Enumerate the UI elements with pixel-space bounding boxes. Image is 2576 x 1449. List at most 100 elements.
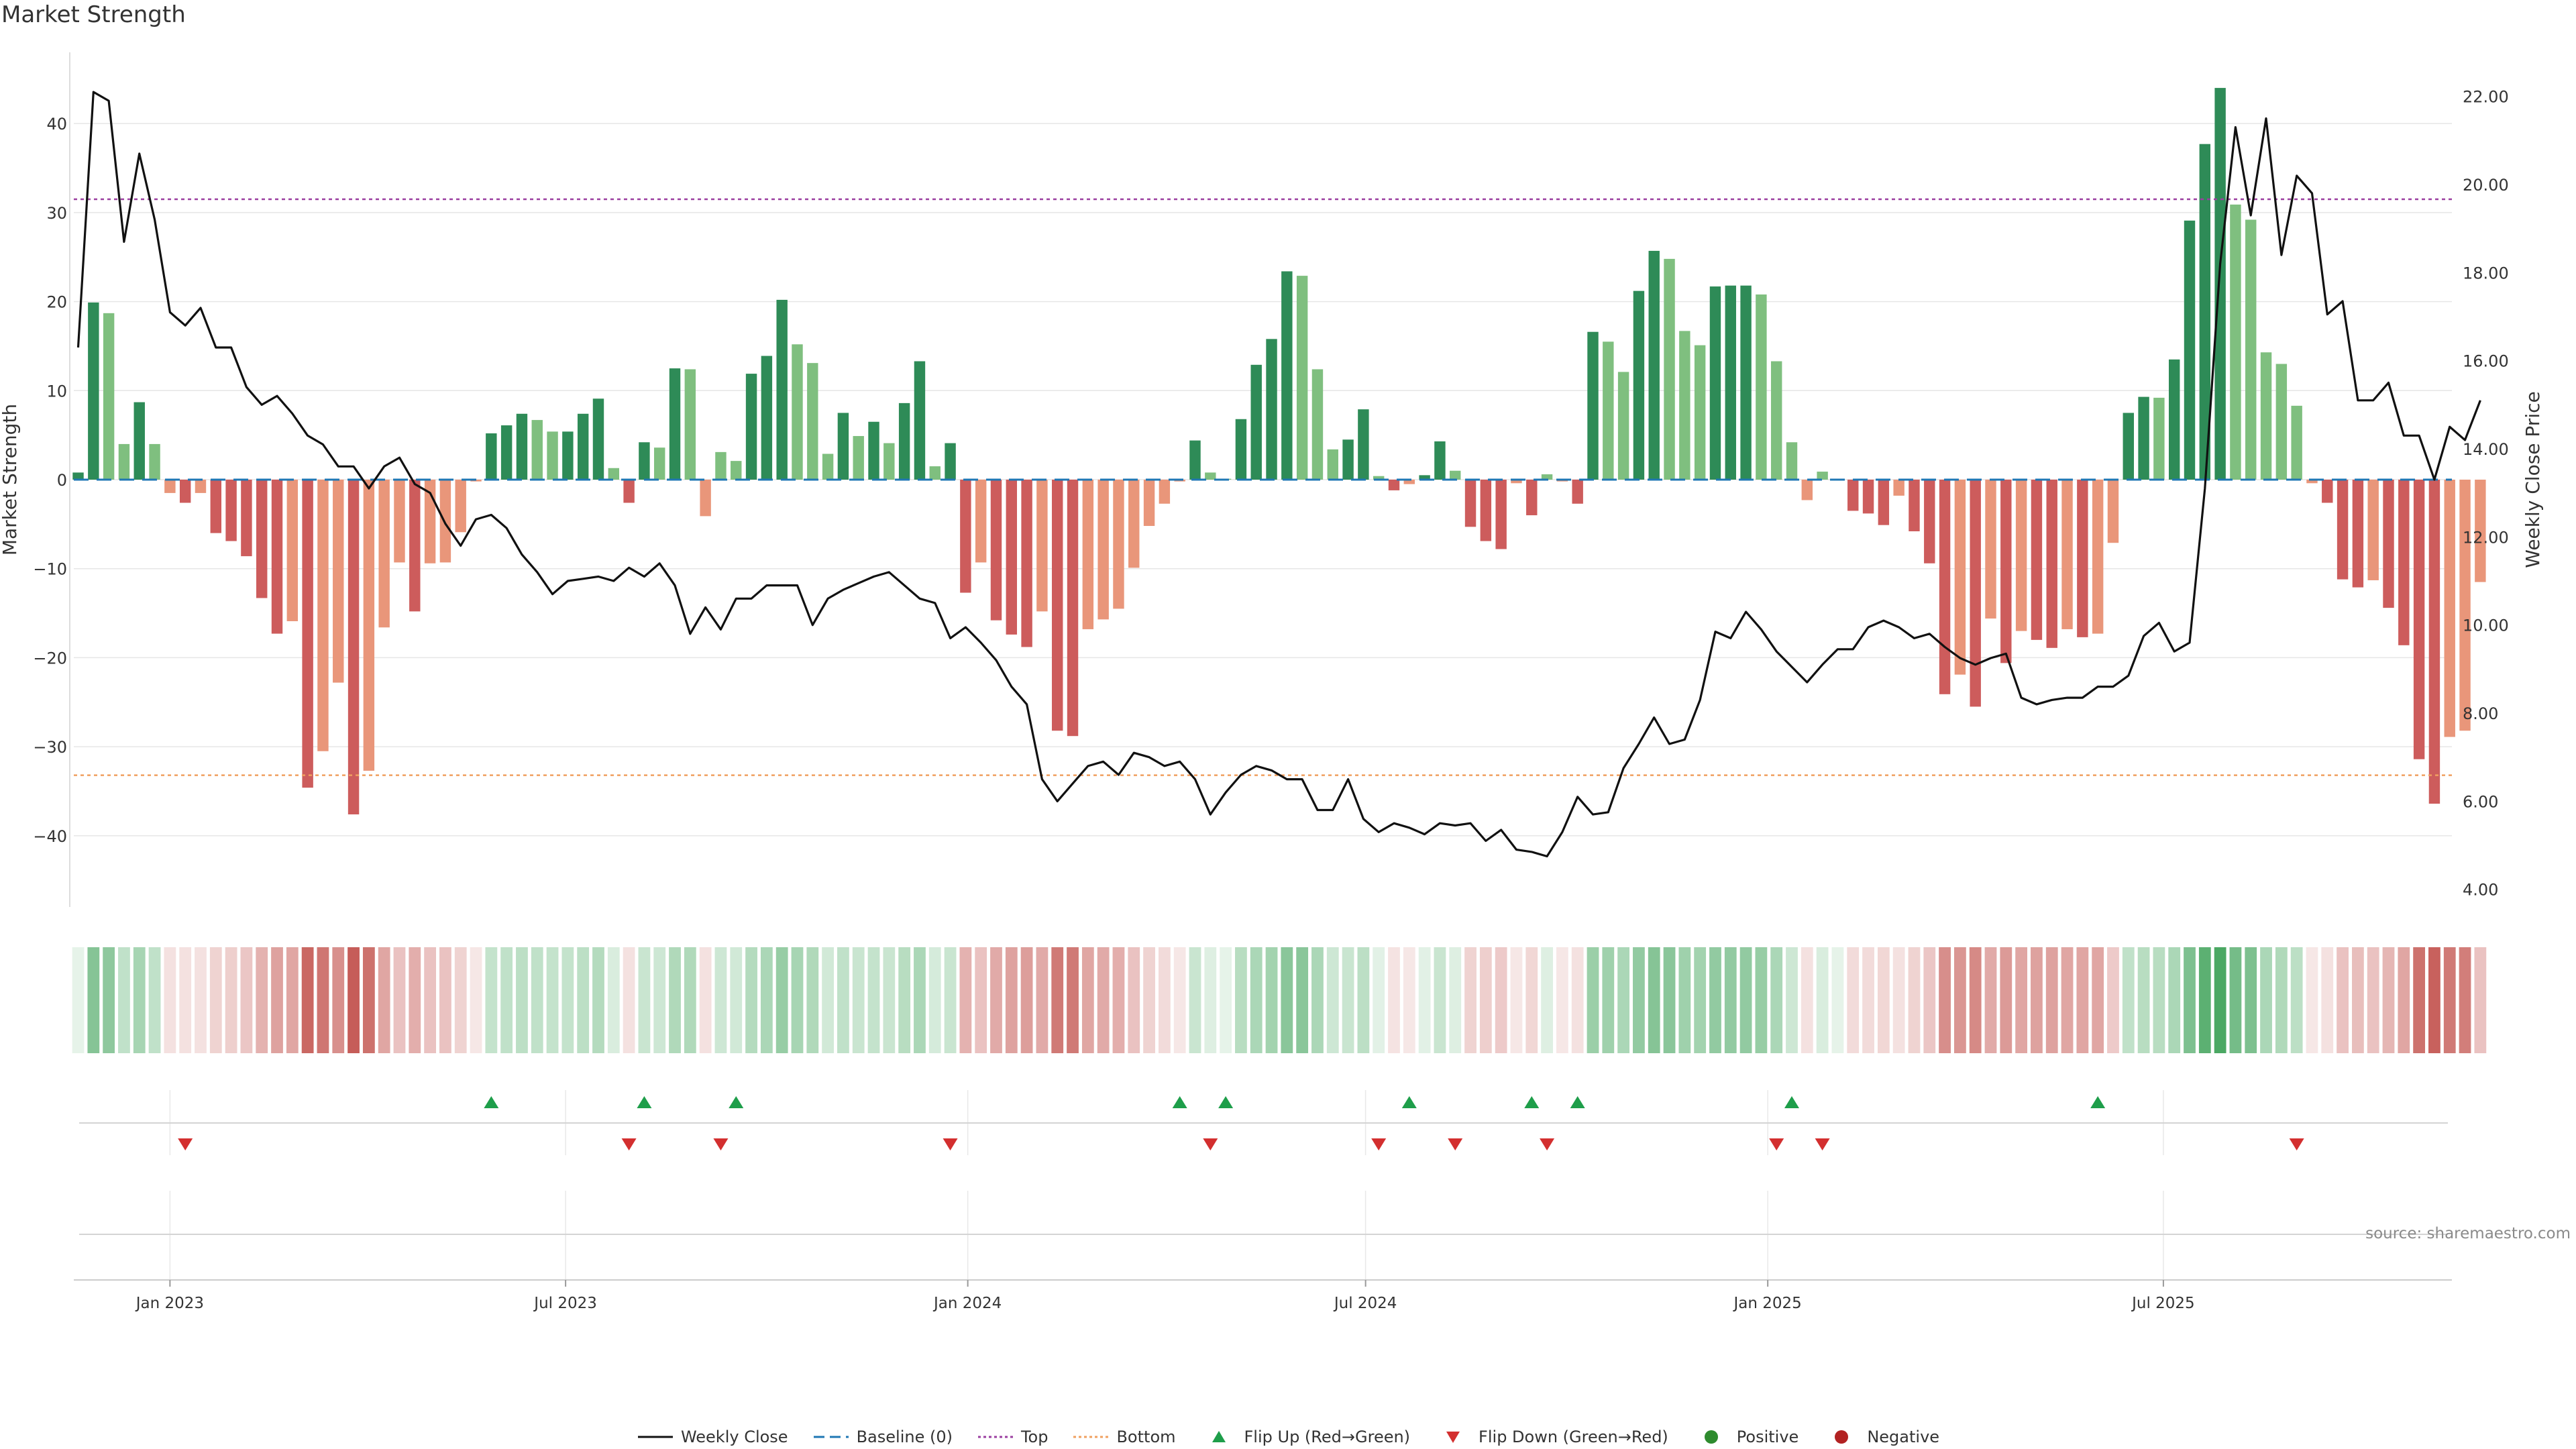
strength-bar-negative [700,480,711,517]
heat-cell [1709,947,1721,1053]
heat-cell [1265,947,1278,1053]
legend-swatch [1072,1429,1110,1445]
strength-bar-positive [2138,396,2149,480]
y-right-tick-label: 12.00 [2463,528,2509,547]
heat-strip [72,947,2487,1053]
heat-cell [1724,947,1737,1053]
legend: Weekly Close Baseline (0) Top Bottom Flip Up… [0,1428,2576,1446]
heat-cell [684,947,696,1053]
heat-cell [1005,947,1018,1053]
strength-bar-positive [684,369,696,480]
strength-bar-negative [2322,480,2333,503]
strength-bar-positive [1694,345,1706,480]
strength-bar-positive [1235,419,1247,480]
legend-label: Weekly Close [680,1428,788,1446]
heat-cell [1081,947,1094,1053]
strength-bar-negative [1052,480,1063,731]
strength-bar-positive [1189,440,1201,480]
y-right-tick-label: 4.00 [2463,881,2498,900]
strength-bar-positive [2214,88,2226,480]
flip-up-marker [1570,1096,1585,1108]
y-left-axis-label: Market Strength [0,404,21,555]
heat-cell [1403,947,1415,1053]
heat-cell [72,947,85,1053]
heat-cell [638,947,651,1053]
strength-bar-negative [990,480,1002,621]
heat-cell [914,947,926,1053]
strength-bar-positive [2291,405,2302,480]
strength-bar-negative [1036,480,1048,612]
strength-bar-positive [914,361,926,480]
heat-cell [2275,947,2288,1053]
flip-up-marker [1218,1096,1234,1108]
strength-bar-negative [455,480,466,533]
y-left-tick-label: −40 [33,827,67,846]
strength-bar-negative [394,480,405,563]
strength-bar-positive [2230,204,2241,480]
strength-bar-negative [1970,480,1981,707]
heat-cell [439,947,451,1053]
legend-item-flip-down: Flip Down (Green→Red) [1434,1428,1668,1446]
heat-cell [1633,947,1645,1053]
y-right-tick-label: 22.00 [2463,88,2509,107]
heat-cell [2122,947,2135,1053]
legend-item-negative: Negative [1823,1428,1939,1446]
heat-cell [1281,947,1293,1053]
heat-cell [409,947,421,1053]
strength-bar-negative [623,480,635,503]
flip-down-marker [713,1138,729,1150]
heat-cell [852,947,865,1053]
heat-cell [2382,947,2395,1053]
flip-up-marker [484,1096,499,1108]
axes-layer: 40 30 20 10 0 −10 −20 −30 −40 22.00 20.00 18.00 16.0… [0,52,2544,907]
y-left-tick-label: 30 [46,204,67,223]
heat-cell [2000,947,2012,1053]
strength-bar-positive [883,443,895,480]
legend-label: Bottom [1116,1428,1176,1446]
heat-cell [745,947,757,1053]
strength-bar-positive [1725,285,1736,480]
heat-cell [1862,947,1874,1053]
strength-bar-positive [1756,294,1767,480]
strength-bar-positive [1786,442,1798,480]
heat-cell [883,947,896,1053]
strength-bar-positive [2153,397,2165,480]
strength-bar-positive [639,442,650,480]
heat-cell [195,947,207,1053]
heat-cell [2137,947,2150,1053]
strength-bar-negative [271,480,283,634]
heat-cell [1143,947,1155,1053]
flip-up-marker [637,1096,652,1108]
heat-cell [1357,947,1370,1053]
heat-cell [1326,947,1339,1053]
y-right-tick-label: 8.00 [2463,704,2498,723]
heat-cell [118,947,130,1053]
strength-bar-negative [2383,480,2394,608]
strength-bar-positive [133,402,145,480]
strength-bar-negative [317,480,329,751]
y-right-tick-label: 10.00 [2463,616,2509,635]
strength-bar-positive [1434,441,1446,480]
heat-cell [2092,947,2104,1053]
strength-bar-negative [2413,480,2425,759]
heat-cell [209,947,222,1053]
strength-bar-negative [195,480,207,493]
heat-cell [607,947,620,1053]
heat-cell [164,947,176,1053]
heat-cell [1877,947,1890,1053]
heat-cell [1816,947,1829,1053]
heat-cell [2245,947,2257,1053]
strength-bar-positive [822,453,834,480]
strength-bar-negative [333,480,344,683]
flip-down-marker [1203,1138,1218,1150]
strength-bar-positive [669,368,681,480]
strength-bar-positive [149,443,160,480]
heat-cell [2229,947,2242,1053]
heat-cell [1602,947,1615,1053]
strength-bar-negative [1572,480,1583,504]
strength-bar-positive [1648,250,1660,480]
strength-bar-positive [500,425,513,480]
heat-cell [500,947,513,1053]
legend-item-line: Weekly Close [637,1428,788,1446]
heat-cell [775,947,788,1053]
